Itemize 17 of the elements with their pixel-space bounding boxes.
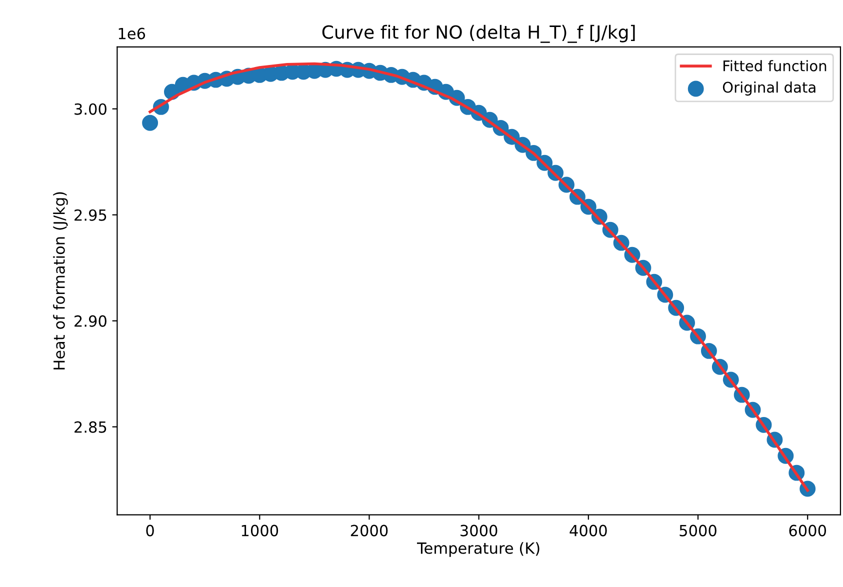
chart-title: Curve fit for NO (delta H_T)_f [J/kg]: [322, 24, 635, 43]
y-tick-label: 2.85: [74, 421, 106, 433]
x-tick-label: 5000: [680, 524, 716, 536]
x-tick-label: 0: [146, 524, 154, 536]
text: 1e6: [118, 28, 146, 40]
legend-label: Fitted function: [724, 60, 826, 72]
x-tick-label: 6000: [789, 524, 826, 536]
y-tick-label: 2.95: [74, 209, 106, 221]
x-tick-label: 4000: [570, 524, 607, 536]
x-axis-title: Temperature (K): [416, 542, 540, 557]
x-tick-label: 2000: [350, 524, 388, 536]
x-tick-label: 3000: [460, 524, 498, 536]
x-tick-label: 1000: [242, 524, 278, 536]
y-axis-title: Heat of formation (J/kg): [53, 192, 68, 370]
y-tick-label: 2.90: [74, 315, 106, 327]
y-tick-label: 3.00: [74, 103, 106, 115]
legend-label: Original data: [722, 81, 816, 96]
